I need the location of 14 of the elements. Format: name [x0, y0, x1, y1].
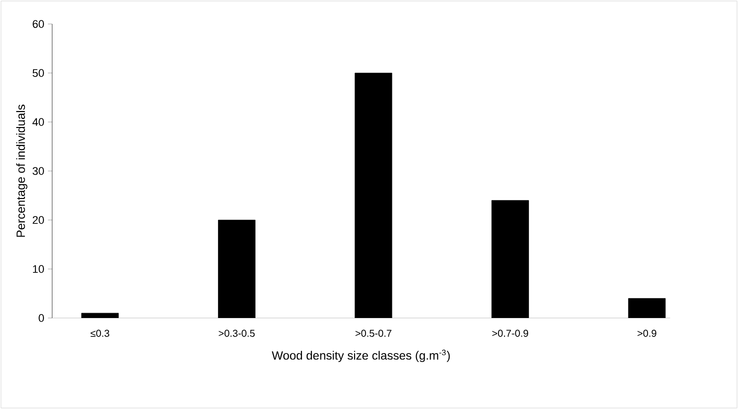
y-tick-label: 60 — [32, 20, 44, 28]
x-tick-label: ≤0.3 — [90, 330, 110, 337]
x-axis-title: Wood density size classes (g.m$^{-3}$) — [272, 350, 450, 362]
y-tick-label: 30 — [32, 167, 44, 175]
x-tick-label: >0.7-0.9 — [492, 330, 528, 337]
y-tick-label: 20 — [32, 216, 44, 224]
y-axis-title: Percentage of individuals — [16, 104, 28, 237]
x-tick-label: >0.5-0.7 — [356, 330, 392, 337]
x-tick-label: >0.9 — [638, 330, 656, 337]
y-tick-label: 10 — [33, 265, 44, 273]
y-tick-label: 40 — [32, 118, 44, 126]
y-tick-label: 50 — [32, 69, 44, 77]
y-tick-label: 0 — [38, 314, 44, 322]
x-tick-label: >0.3-0.5 — [218, 330, 255, 337]
